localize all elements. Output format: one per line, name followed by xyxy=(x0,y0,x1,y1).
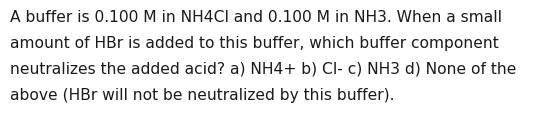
Text: neutralizes the added acid? a) NH4+ b) Cl- c) NH3 d) None of the: neutralizes the added acid? a) NH4+ b) C… xyxy=(10,62,516,77)
Text: amount of HBr is added to this buffer, which buffer component: amount of HBr is added to this buffer, w… xyxy=(10,36,499,51)
Text: above (HBr will not be neutralized by this buffer).: above (HBr will not be neutralized by th… xyxy=(10,88,395,103)
Text: A buffer is 0.100 M in NH4Cl and 0.100 M in NH3. When a small: A buffer is 0.100 M in NH4Cl and 0.100 M… xyxy=(10,10,502,25)
